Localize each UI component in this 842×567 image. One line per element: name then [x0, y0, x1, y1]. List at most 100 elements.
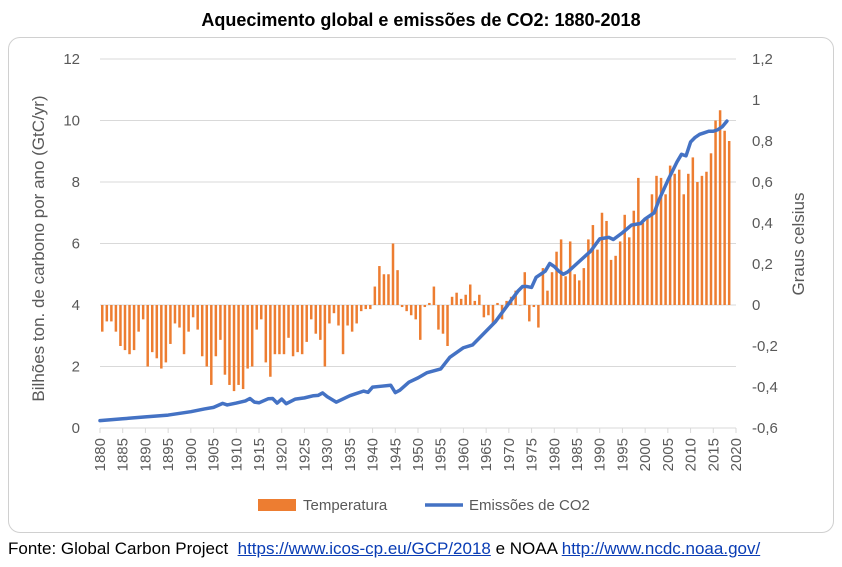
x-tick-label: 1935	[342, 438, 359, 471]
temperature-bar	[519, 305, 522, 306]
temperature-bar	[605, 221, 608, 305]
temperature-bar	[669, 166, 672, 305]
temperature-bar	[569, 241, 572, 305]
x-tick-label: 1945	[387, 438, 404, 471]
y-left-axis-title: Bilhões ton. de carbono por ano (GtC/yr)	[29, 95, 48, 401]
x-tick-label: 1970	[501, 438, 518, 471]
x-tick-label: 2015	[705, 438, 722, 471]
temperature-bar	[546, 291, 549, 305]
temperature-bar	[160, 305, 163, 369]
y-left-tick-label: 12	[63, 51, 80, 68]
temperature-bar	[187, 305, 190, 332]
temperature-bar	[328, 305, 331, 323]
temperature-bar	[596, 250, 599, 305]
temperature-bar	[492, 305, 495, 323]
x-tick-label: 2010	[683, 438, 700, 471]
temperature-bar	[614, 256, 617, 305]
temperature-bar	[319, 305, 322, 340]
temperature-bar	[474, 301, 477, 305]
x-tick-label: 1895	[160, 438, 177, 471]
temperature-bar	[692, 157, 695, 305]
x-tick-label: 1880	[92, 438, 109, 471]
temperature-bar	[637, 178, 640, 305]
y-right-tick-label: -0,4	[752, 379, 778, 396]
temperature-bar	[587, 239, 590, 305]
temperature-bar	[365, 305, 368, 309]
temperature-bar	[723, 131, 726, 305]
temperature-bar	[687, 174, 690, 305]
temperature-bar	[260, 305, 263, 319]
temperature-bar	[619, 241, 622, 305]
source-link-noaa[interactable]: http://www.ncdc.noaa.gov/	[562, 539, 760, 558]
temperature-bar	[255, 305, 257, 330]
gridlines	[100, 59, 736, 367]
temperature-bar	[392, 244, 395, 306]
x-tick-label: 1995	[614, 438, 631, 471]
temperature-bar	[206, 305, 209, 367]
temperature-bar	[451, 297, 454, 305]
temperature-bar	[296, 305, 299, 352]
y-left-tick-label: 10	[63, 113, 80, 130]
y-left-tick-label: 0	[72, 420, 80, 437]
temperature-bar	[133, 305, 136, 350]
x-tick-label: 2005	[660, 438, 677, 471]
temperature-bar	[351, 305, 354, 332]
x-tick-label: 1910	[228, 438, 245, 471]
temperature-bar	[374, 287, 377, 305]
temperature-bar	[573, 274, 576, 305]
x-tick-label: 1990	[592, 438, 609, 471]
temperature-bar	[342, 305, 345, 354]
temperature-bar	[242, 305, 245, 389]
temperature-bar	[601, 213, 604, 305]
temperature-bar	[610, 260, 613, 305]
temperature-bars	[101, 110, 730, 391]
temperature-bar	[651, 194, 654, 305]
temperature-bar	[460, 299, 463, 305]
x-tick-label: 1900	[183, 438, 200, 471]
temperature-bar	[237, 305, 240, 385]
temperature-bar	[137, 305, 140, 332]
temperature-bar	[192, 305, 195, 317]
temperature-bar	[142, 305, 145, 319]
temperature-bar	[628, 237, 631, 305]
source-line: Fonte: Global Carbon Project https://www…	[8, 539, 760, 559]
temperature-bar	[705, 172, 708, 305]
source-link-gcp[interactable]: https://www.icos-cp.eu/GCP/2018	[238, 539, 491, 558]
x-tick-label: 1950	[410, 438, 427, 471]
temperature-bar	[119, 305, 122, 346]
temperature-bar	[533, 305, 536, 307]
temperature-bar	[251, 305, 254, 367]
y-left-tick-label: 2	[72, 359, 80, 376]
y-right-tick-label: 0,4	[752, 215, 773, 232]
temperature-bar	[178, 305, 181, 328]
x-tick-label: 1890	[137, 438, 154, 471]
temperature-bar	[110, 305, 113, 321]
y-right-tick-label: 1,2	[752, 51, 773, 68]
temperature-bar	[287, 305, 290, 338]
y-left-tick-label: 4	[72, 297, 80, 314]
temperature-bar	[655, 176, 658, 305]
x-tick-label: 1920	[274, 438, 291, 471]
temperature-bar	[701, 176, 704, 305]
chart-plot: 0 2 4 6 8 10 12 -0,6 -0,4 -0,2 0 0,2 0,4 0,6 0,8 1 1,2 18…	[0, 0, 842, 540]
source-middle: e NOAA	[496, 539, 557, 558]
temperature-bar	[583, 268, 586, 305]
x-tick-label: 2020	[728, 438, 745, 471]
temperature-bar	[524, 272, 527, 305]
temperature-bar	[283, 305, 286, 354]
temperature-bar	[710, 153, 713, 305]
temperature-bar	[433, 287, 436, 305]
y-right-tick-label: -0,2	[752, 338, 778, 355]
temperature-bar	[396, 270, 399, 305]
temperature-bar	[383, 274, 386, 305]
legend-label-emissoes: Emissões de CO2	[469, 497, 590, 514]
temperature-bar	[274, 305, 277, 354]
temperature-bar	[337, 305, 340, 326]
temperature-bar	[428, 303, 431, 305]
temperature-bar	[537, 305, 540, 328]
temperature-bar	[265, 305, 268, 362]
temperature-bar	[333, 305, 336, 313]
source-prefix: Fonte: Global Carbon Project	[8, 539, 228, 558]
temperature-bar	[578, 280, 581, 305]
temperature-bar	[346, 305, 349, 326]
